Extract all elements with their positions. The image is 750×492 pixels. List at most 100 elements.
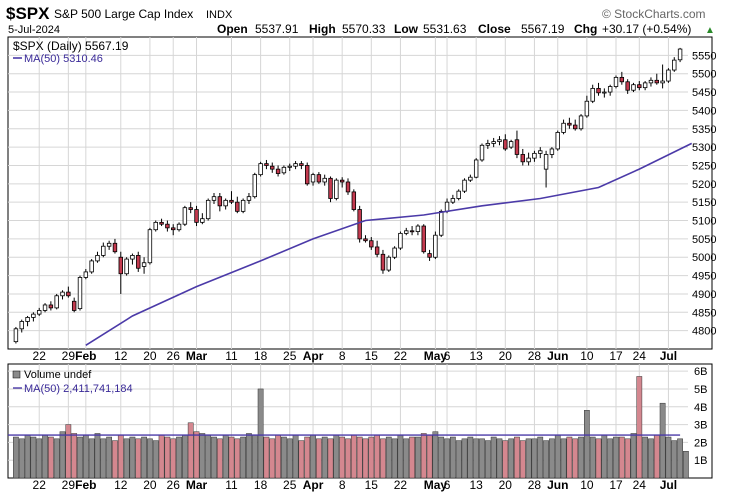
- candle: [427, 249, 432, 261]
- volume-bar: [88, 438, 95, 479]
- candle-body-up: [54, 295, 59, 309]
- candle-body-up: [106, 242, 112, 247]
- candle-body-up: [677, 48, 683, 61]
- candle-body-down: [339, 179, 345, 183]
- volume-bar: [444, 438, 450, 479]
- candle: [392, 246, 397, 260]
- date-tick-label: May: [424, 478, 448, 492]
- date-tick-label: 13: [469, 478, 483, 492]
- candle-body-up: [485, 143, 491, 146]
- candle: [433, 231, 438, 260]
- volume-bar: [211, 436, 217, 479]
- price-tick-label: 5350: [692, 124, 716, 136]
- volume-bar: [490, 436, 497, 479]
- candle: [205, 198, 211, 221]
- candle-body-up: [386, 256, 391, 271]
- candle: [258, 161, 263, 177]
- candle: [479, 143, 485, 162]
- candle: [153, 220, 158, 232]
- candle-body-down: [316, 174, 322, 183]
- candle: [141, 257, 147, 274]
- volume-bar: [683, 451, 689, 479]
- date-tick-label: 12: [114, 349, 128, 363]
- volume-tick-label: 5B: [694, 384, 707, 396]
- candle-body-up: [468, 176, 473, 181]
- price-tick-label: 5200: [692, 179, 716, 191]
- candle-body-up: [37, 310, 42, 315]
- candle-body-up: [124, 258, 129, 275]
- candle: [83, 268, 89, 280]
- volume-bar: [240, 436, 246, 479]
- candle-body-up: [182, 207, 188, 225]
- candle: [112, 238, 118, 254]
- volume-bar: [234, 438, 241, 479]
- candle: [334, 178, 339, 201]
- candle: [270, 162, 275, 173]
- candle-body-down: [118, 256, 123, 275]
- candle-body-down: [264, 163, 269, 166]
- date-tick-label: 22: [33, 478, 47, 492]
- candle-body-down: [637, 84, 642, 89]
- volume-bar: [106, 436, 112, 479]
- candle: [240, 198, 246, 214]
- price-tick-label: 5050: [692, 234, 716, 246]
- volume-bar: [310, 435, 316, 479]
- candle-body-up: [141, 262, 147, 267]
- volume-bar: [653, 435, 660, 479]
- volume-tick-label: 4B: [694, 402, 707, 414]
- high-label: High: [309, 22, 336, 36]
- date-tick-label: 18: [254, 349, 268, 363]
- candle-body-up: [543, 154, 549, 170]
- volume-bar: [82, 435, 89, 479]
- candle: [31, 312, 36, 322]
- candle-body-up: [398, 232, 403, 249]
- volume-bar: [566, 436, 573, 479]
- volume-bar: [496, 438, 503, 479]
- volume-bar: [269, 438, 276, 479]
- candle-body-down: [217, 196, 223, 207]
- volume-bar: [624, 438, 631, 479]
- candle: [25, 315, 30, 327]
- volume-bar: [648, 438, 654, 479]
- date-tick-label: 11: [225, 478, 238, 492]
- candle: [118, 251, 123, 294]
- candle: [101, 242, 106, 258]
- close-value: 5567.19: [521, 22, 565, 36]
- candle: [182, 205, 188, 227]
- price-tick-label: 5500: [692, 69, 716, 81]
- volume-bar: [409, 436, 415, 479]
- low-label: Low: [394, 22, 419, 36]
- candle: [590, 84, 595, 104]
- candle: [363, 235, 368, 243]
- volume-bar: [281, 436, 287, 479]
- date-tick-label: Jul: [660, 349, 677, 363]
- candle-body-down: [275, 168, 281, 174]
- price-tick-label: 5150: [692, 197, 716, 209]
- date-tick-label: 15: [365, 478, 379, 492]
- candle-body-down: [270, 165, 275, 170]
- candle-body-up: [642, 82, 648, 89]
- candle: [345, 178, 351, 195]
- candle: [619, 71, 625, 85]
- volume-bar: [182, 435, 188, 479]
- date-tick-label: 15: [365, 349, 379, 363]
- volume-bar: [36, 438, 43, 479]
- candle-body-up: [561, 122, 566, 133]
- candle: [95, 251, 100, 263]
- candle: [136, 251, 141, 272]
- volume-bar: [65, 424, 72, 479]
- candle: [322, 174, 327, 186]
- candle-body-up: [578, 115, 584, 130]
- candle-body-up: [240, 199, 246, 212]
- candle: [299, 161, 304, 170]
- date-label: 5-Jul-2024: [8, 24, 60, 36]
- candle-body-up: [508, 141, 514, 148]
- candle-body-up: [322, 177, 327, 183]
- volume-bar: [286, 438, 293, 479]
- date-tick-label: 22: [33, 349, 47, 363]
- candle: [573, 119, 578, 131]
- candle: [578, 114, 584, 131]
- volume-bar: [205, 435, 212, 479]
